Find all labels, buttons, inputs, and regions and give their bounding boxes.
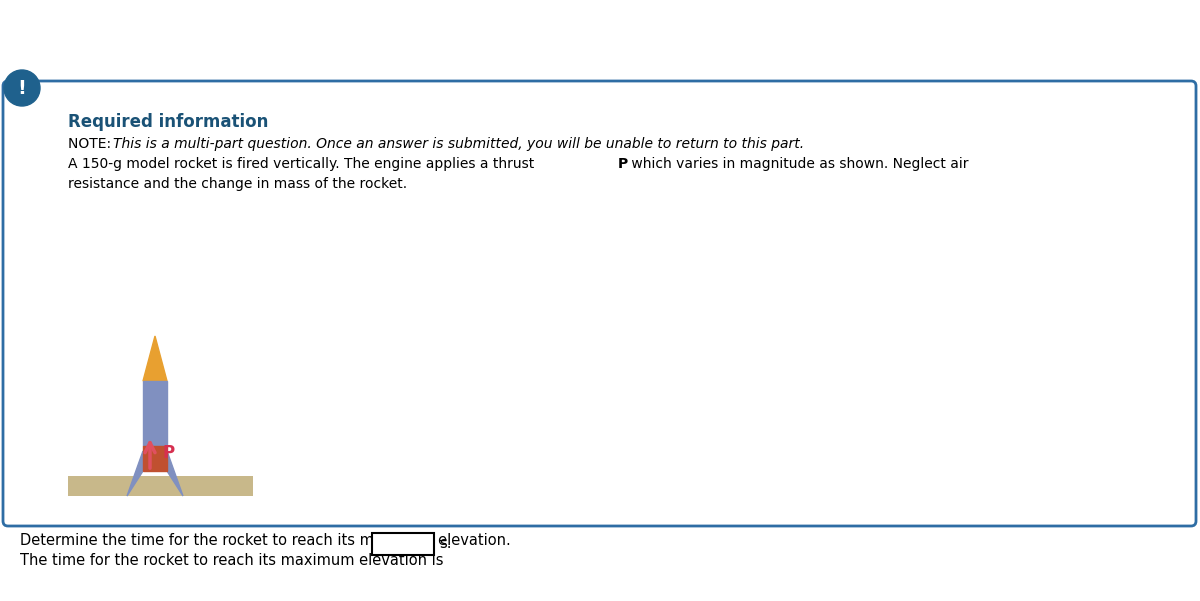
Text: Required information: Required information [68, 113, 269, 131]
Circle shape [4, 70, 40, 106]
Text: A 150-g model rocket is fired vertically. The engine applies a thrust: A 150-g model rocket is fired vertically… [68, 157, 539, 171]
X-axis label: t(s): t(s) [560, 510, 587, 525]
FancyBboxPatch shape [68, 476, 253, 496]
Text: The time for the rocket to reach its maximum elevation is: The time for the rocket to reach its max… [20, 553, 444, 568]
Text: !: ! [18, 79, 26, 97]
Polygon shape [127, 451, 143, 496]
Text: P: P [618, 157, 629, 171]
Y-axis label: P (N): P (N) [275, 264, 289, 301]
Polygon shape [322, 137, 746, 481]
Text: which varies in magnitude as shown. Neglect air: which varies in magnitude as shown. Negl… [628, 157, 968, 171]
Bar [143, 381, 167, 446]
Text: resistance and the change in mass of the rocket.: resistance and the change in mass of the… [68, 177, 407, 191]
Bar [143, 446, 167, 471]
Text: P: P [163, 444, 175, 462]
Polygon shape [167, 451, 182, 496]
FancyBboxPatch shape [372, 533, 434, 555]
Text: s.: s. [439, 537, 451, 552]
Polygon shape [143, 336, 167, 381]
FancyBboxPatch shape [2, 81, 1196, 526]
Text: NOTE:: NOTE: [68, 137, 115, 151]
Text: Determine the time for the rocket to reach its maximum elevation.: Determine the time for the rocket to rea… [20, 533, 511, 548]
Text: This is a multi-part question. Once an answer is submitted, you will be unable t: This is a multi-part question. Once an a… [113, 137, 804, 151]
